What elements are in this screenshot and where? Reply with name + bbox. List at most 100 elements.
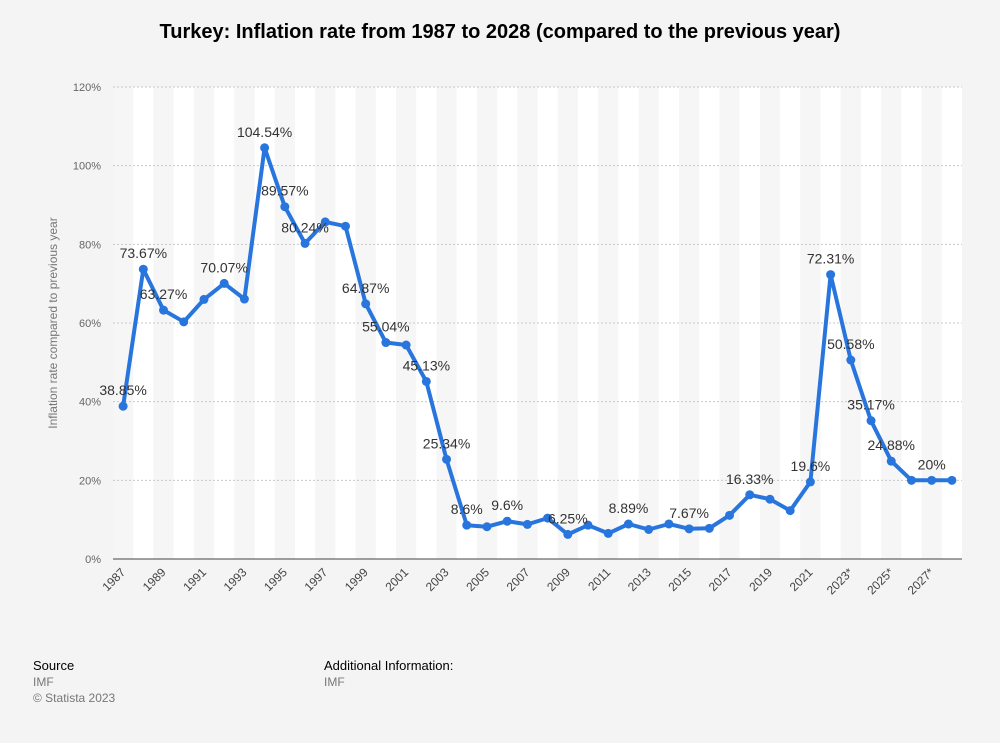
x-tick-label: 2017 (706, 565, 735, 594)
data-point (300, 238, 310, 248)
data-point (442, 454, 452, 464)
data-point (179, 317, 189, 327)
x-tick-label: 2011 (585, 565, 613, 593)
y-tick-label: 80% (79, 239, 101, 251)
x-tick-label: 2021 (787, 565, 816, 594)
plot-band (921, 87, 942, 559)
x-tick-label: 2015 (665, 565, 694, 594)
additional-info-heading: Additional Information: (324, 658, 454, 673)
plot-band (153, 87, 174, 559)
data-point (502, 516, 512, 526)
data-label: 8.6% (451, 501, 483, 517)
data-point (462, 520, 472, 530)
copyright: © Statista 2023 (33, 691, 116, 705)
data-label: 63.27% (140, 286, 187, 302)
data-point (401, 340, 411, 350)
y-tick-label: 20% (79, 475, 101, 487)
data-label: 64.87% (342, 280, 389, 296)
x-tick-label: 1991 (180, 565, 209, 594)
data-label: 104.54% (237, 124, 292, 140)
y-axis-title: Inflation rate compared to previous year (46, 217, 60, 428)
data-point (199, 294, 209, 304)
data-point (320, 217, 330, 227)
plot-band (234, 87, 255, 559)
data-point (381, 338, 391, 348)
data-point (866, 416, 876, 426)
data-label: 6.25% (548, 510, 588, 526)
data-label: 45.13% (403, 357, 450, 373)
plot-band (274, 87, 295, 559)
y-tick-label: 120% (73, 82, 101, 94)
data-point (563, 529, 573, 539)
x-tick-label: 2019 (746, 565, 775, 594)
data-point (906, 475, 916, 485)
data-point (482, 522, 492, 532)
y-tick-label: 0% (85, 554, 101, 566)
data-label: 16.33% (726, 471, 773, 487)
x-tick-label: 2023* (824, 565, 856, 597)
data-point (280, 202, 290, 212)
data-point (239, 294, 249, 304)
data-label: 80.24% (281, 219, 328, 235)
plot-band (517, 87, 538, 559)
source-heading: Source (33, 658, 75, 673)
data-point (725, 510, 735, 520)
data-point (543, 513, 553, 523)
data-label: 55.04% (362, 319, 409, 335)
x-tick-label: 2007 (504, 565, 533, 594)
data-label: 73.67% (120, 245, 167, 261)
x-tick-label: 1989 (140, 565, 169, 594)
plot-band (113, 87, 134, 559)
data-point (684, 524, 694, 534)
data-point (623, 519, 633, 529)
data-label: 20% (918, 456, 946, 472)
data-point (644, 525, 654, 534)
data-label: 72.31% (807, 251, 854, 267)
data-label: 38.85% (99, 382, 146, 398)
data-point (927, 475, 937, 485)
y-tick-label: 100% (73, 161, 101, 173)
data-point (219, 278, 229, 288)
additional-info-block: Additional Information: IMF (324, 658, 453, 690)
y-tick-label: 40% (79, 397, 101, 409)
data-point (138, 264, 148, 274)
data-label: 8.89% (609, 500, 649, 516)
data-label: 7.67% (669, 505, 709, 521)
data-point (118, 401, 128, 411)
data-point (340, 221, 350, 231)
data-label: 24.88% (868, 437, 915, 453)
x-tick-label: 1993 (221, 565, 250, 594)
data-point (745, 490, 755, 500)
data-point (704, 523, 714, 533)
data-label: 9.6% (491, 497, 523, 513)
x-tick-label: 2013 (625, 565, 654, 594)
data-point (583, 520, 593, 530)
x-tick-label: 2005 (463, 565, 492, 594)
data-label: 50.58% (827, 336, 874, 352)
data-label: 35.17% (847, 397, 894, 413)
x-tick-label: 2003 (423, 565, 452, 594)
plot-band (638, 87, 659, 559)
x-tick-label: 2009 (544, 565, 573, 594)
data-point (805, 477, 815, 487)
additional-info-value: IMF (324, 675, 345, 689)
series-line (121, 145, 954, 537)
data-point (664, 519, 674, 529)
x-tick-label: 2027* (905, 565, 937, 597)
data-point (159, 305, 169, 315)
plot-band (557, 87, 578, 559)
x-tick-label: 2025* (864, 565, 896, 597)
data-point (846, 355, 856, 365)
source-block: Source IMF © Statista 2023 (33, 658, 115, 706)
data-point (765, 494, 775, 504)
x-tick-label: 1995 (261, 565, 290, 594)
plot-band (598, 87, 619, 559)
data-point (522, 519, 532, 529)
data-point (260, 143, 270, 153)
data-label: 19.6% (791, 458, 831, 474)
x-tick-label: 1997 (302, 565, 331, 594)
x-tick-label: 2001 (382, 565, 411, 594)
data-point (603, 528, 613, 538)
data-point (947, 475, 957, 485)
data-point (785, 506, 795, 516)
